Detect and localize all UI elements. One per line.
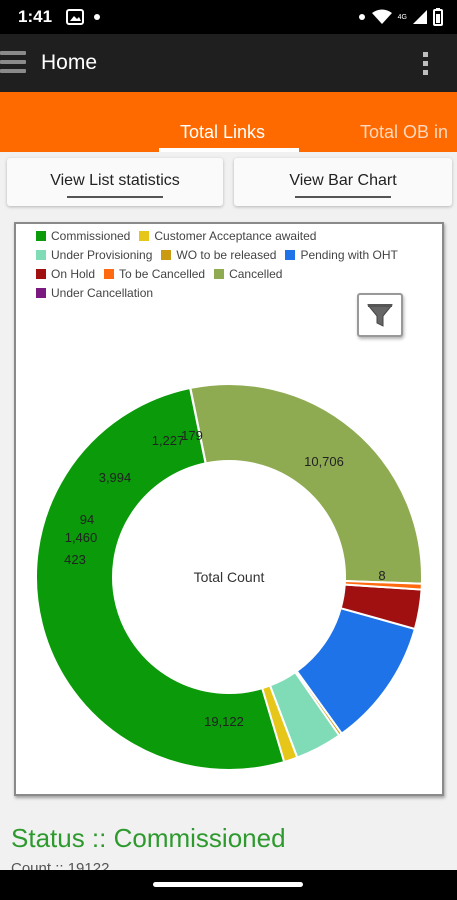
tab-total-links[interactable]: Total Links [180,122,266,142]
slice-value-label: 8 [378,568,385,583]
menu-icon[interactable] [0,49,28,77]
legend-item[interactable]: Commissioned [36,229,130,243]
slice-value-label: 19,122 [204,714,244,729]
tab-indicator [159,148,299,152]
battery-icon [433,8,443,26]
signal-icon [413,10,427,24]
wifi-icon [371,9,392,24]
legend-item[interactable]: On Hold [36,267,95,281]
page-title: Home [41,51,98,74]
filter-button[interactable] [357,293,403,337]
chart-legend: Commissioned Customer Acceptance awaited… [36,226,436,302]
slice-cancelled[interactable] [189,383,423,585]
slice-to-be-cancelled[interactable] [343,580,423,591]
status-bar: 1:41 4G [0,0,457,34]
legend-item[interactable]: Pending with OHT [285,248,398,262]
slice-value-label: 423 [64,552,86,567]
slice-value-label: 1,460 [65,530,98,545]
view-list-statistics-button[interactable]: View List statistics [7,158,223,206]
home-gesture-handle[interactable] [153,882,303,887]
legend-item[interactable]: Cancelled [214,267,282,281]
view-buttons: View List statistics View Bar Chart [0,152,457,212]
slice-value-label: 179 [181,428,203,443]
image-notification-icon [66,9,84,25]
slice-value-label: 94 [80,512,94,527]
more-options-icon[interactable] [421,50,429,78]
view-list-statistics-label: View List statistics [50,172,180,189]
filter-icon [366,304,394,327]
tab-total-ob[interactable]: Total OB in [360,122,449,142]
status-title: Status :: Commissioned [11,823,286,853]
view-bar-chart-button[interactable]: View Bar Chart [234,158,452,206]
slice-value-label: 1,227 [152,433,185,448]
center-label: Total Count [194,569,265,585]
slice-value-label: 3,994 [99,470,132,485]
dot-notification-icon [94,14,100,20]
legend-item[interactable]: WO to be released [161,248,276,262]
tab-bar: Total Links Total OB in [0,92,457,152]
slice-value-label: 10,706 [304,454,344,469]
slice-commissioned[interactable] [35,386,286,771]
clock: 1:41 [18,7,53,26]
legend-item[interactable]: Customer Acceptance awaited [139,229,316,243]
legend-item[interactable]: Under Provisioning [36,248,152,262]
legend-item[interactable]: Under Cancellation [36,286,153,300]
vibrate-icon [358,14,365,20]
legend-item[interactable]: To be Cancelled [104,267,205,281]
app-bar: Home [0,34,457,92]
network-type: 4G [397,13,407,21]
view-bar-chart-label: View Bar Chart [289,172,397,189]
